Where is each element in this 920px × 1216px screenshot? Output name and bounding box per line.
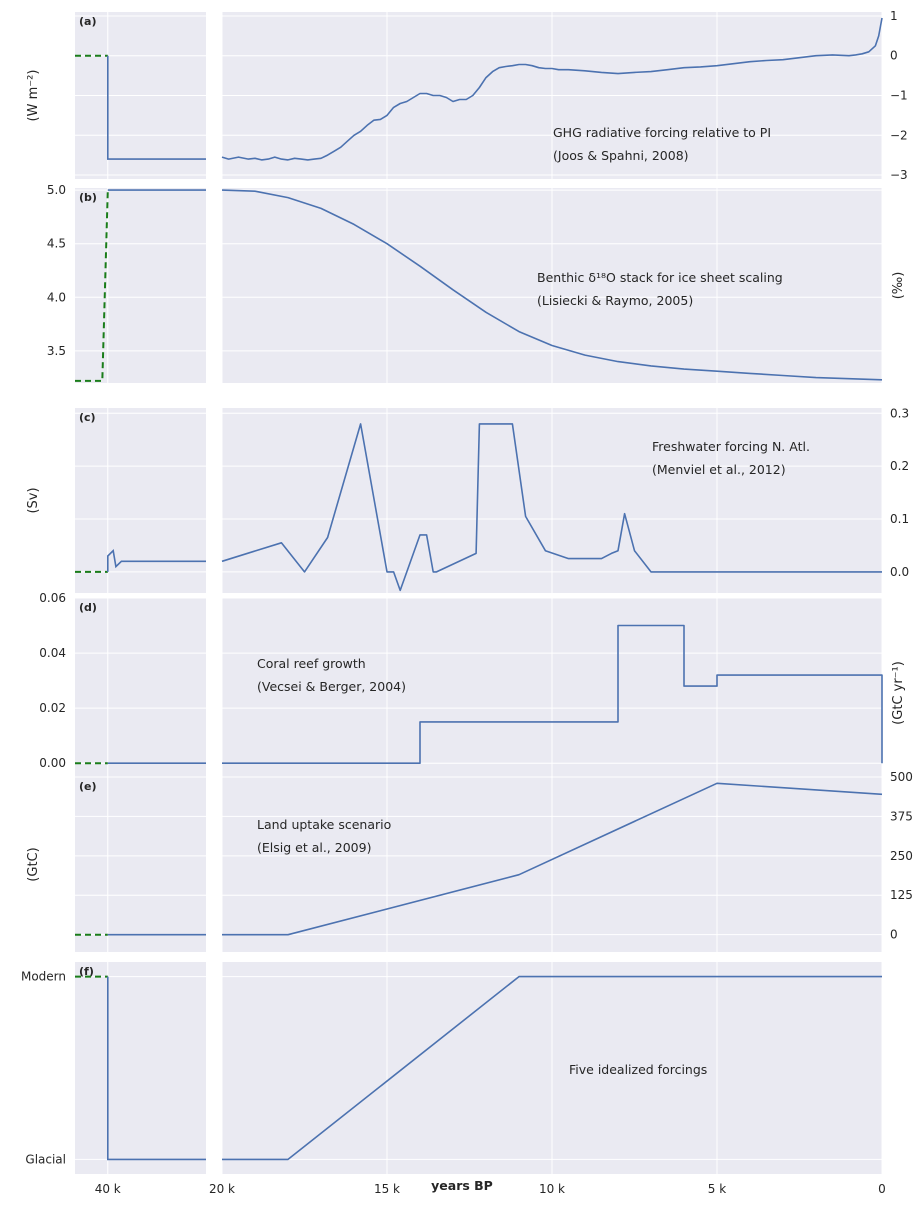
annotation-text: GHG radiative forcing relative to PI bbox=[553, 125, 771, 140]
y-tick-label: 250 bbox=[890, 849, 913, 863]
series-line bbox=[222, 624, 883, 765]
y-tick-label: 0.02 bbox=[39, 701, 66, 715]
y-tick-label: 0.3 bbox=[890, 406, 909, 420]
left-inset-line bbox=[107, 549, 206, 572]
left-inset-background bbox=[75, 408, 206, 593]
panel-e: 500 375 250 125 0 (GtC) (e) Land uptake scenari… bbox=[26, 770, 913, 952]
annotation-text: (Lisiecki & Raymo, 2005) bbox=[537, 293, 693, 308]
annotation-text: (Menviel et al., 2012) bbox=[652, 462, 786, 477]
panel-b: 5.0 4.5 4.0 3.5 (‰) (b) Benthic δ¹⁸O stack for… bbox=[47, 183, 906, 383]
x-tick-label: 5 k bbox=[708, 1182, 726, 1196]
y-tick-label: 3.5 bbox=[47, 344, 66, 358]
x-tick-label: 0 bbox=[878, 1182, 886, 1196]
pre-40k-dashed-line bbox=[75, 190, 109, 382]
panel-label: (b) bbox=[79, 191, 97, 204]
annotation-text: (Vecsei & Berger, 2004) bbox=[257, 679, 406, 694]
left-inset-background bbox=[75, 777, 206, 952]
series-line bbox=[221, 423, 882, 592]
panel-label: (d) bbox=[79, 601, 97, 614]
y-axis-label: (Sv) bbox=[26, 487, 41, 513]
annotation-text: (Joos & Spahni, 2008) bbox=[553, 148, 689, 163]
y-tick-label: 500 bbox=[890, 770, 913, 784]
series-line bbox=[221, 189, 883, 381]
y-axis-label: (‰) bbox=[891, 272, 906, 300]
annotation-text: Benthic δ¹⁸O stack for ice sheet scaling bbox=[537, 270, 783, 285]
y-tick-label: Modern bbox=[21, 970, 66, 984]
y-tick-label: 0 bbox=[890, 49, 898, 63]
y-tick-label: 0.2 bbox=[890, 459, 909, 473]
panel-d: 0.06 0.04 0.02 0.00 (GtC yr⁻¹) (d) Coral reef … bbox=[39, 591, 906, 788]
annotation-text: Land uptake scenario bbox=[257, 817, 391, 832]
x-tick-label: 15 k bbox=[374, 1182, 400, 1196]
y-tick-label: −1 bbox=[890, 89, 908, 103]
annotation-text: Five idealized forcings bbox=[569, 1062, 707, 1077]
y-tick-label: 4.0 bbox=[47, 290, 66, 304]
y-tick-label: Glacial bbox=[25, 1152, 66, 1166]
x-axis-title: years BP bbox=[431, 1178, 493, 1193]
series-line bbox=[222, 975, 882, 1161]
y-tick-label: 1 bbox=[890, 9, 898, 23]
y-axis-label: (GtC) bbox=[26, 847, 41, 881]
left-inset-background bbox=[75, 188, 206, 383]
y-tick-label: 375 bbox=[890, 809, 913, 823]
y-tick-label: −2 bbox=[890, 128, 908, 142]
panel-label: (a) bbox=[79, 15, 96, 28]
left-inset-line bbox=[107, 976, 206, 1161]
annotation-text: Freshwater forcing N. Atl. bbox=[652, 439, 810, 454]
panel-a: 1 0 −1 −2 −3 (W m⁻²) (a) GHG radiative forcing … bbox=[26, 9, 908, 182]
series-line bbox=[221, 17, 883, 161]
panel-c: 0.3 0.2 0.1 0.0 (Sv) (c) Freshwater forcing N.… bbox=[26, 406, 909, 593]
y-tick-label: 0.04 bbox=[39, 646, 66, 660]
left-inset-background bbox=[75, 962, 206, 1174]
annotation-text: Coral reef growth bbox=[257, 656, 366, 671]
x-tick-label: 20 k bbox=[209, 1182, 235, 1196]
left-inset-line bbox=[107, 55, 206, 160]
y-tick-label: −3 bbox=[890, 168, 908, 182]
panel-label: (c) bbox=[79, 411, 96, 424]
y-axis-label: (GtC yr⁻¹) bbox=[891, 661, 906, 725]
y-tick-label: 0.0 bbox=[890, 565, 909, 579]
y-axis-label: (W m⁻²) bbox=[26, 70, 41, 122]
y-tick-label: 0.1 bbox=[890, 512, 909, 526]
panel-label: (e) bbox=[79, 780, 97, 793]
y-tick-label: 0 bbox=[890, 928, 898, 942]
x-tick-label: 40 k bbox=[95, 1182, 121, 1196]
annotation-text: (Elsig et al., 2009) bbox=[257, 840, 371, 855]
y-tick-label: 0.00 bbox=[39, 756, 66, 770]
y-tick-label: 125 bbox=[890, 888, 913, 902]
panel-label: (f) bbox=[79, 965, 94, 978]
panel-f: Modern Glacial (f) Five idealized forcings bbox=[21, 962, 883, 1174]
y-tick-label: 5.0 bbox=[47, 183, 66, 197]
series-line bbox=[222, 782, 883, 936]
y-tick-label: 0.06 bbox=[39, 591, 66, 605]
left-inset-background bbox=[75, 598, 206, 788]
x-tick-label: 10 k bbox=[539, 1182, 565, 1196]
y-tick-label: 4.5 bbox=[47, 237, 66, 251]
